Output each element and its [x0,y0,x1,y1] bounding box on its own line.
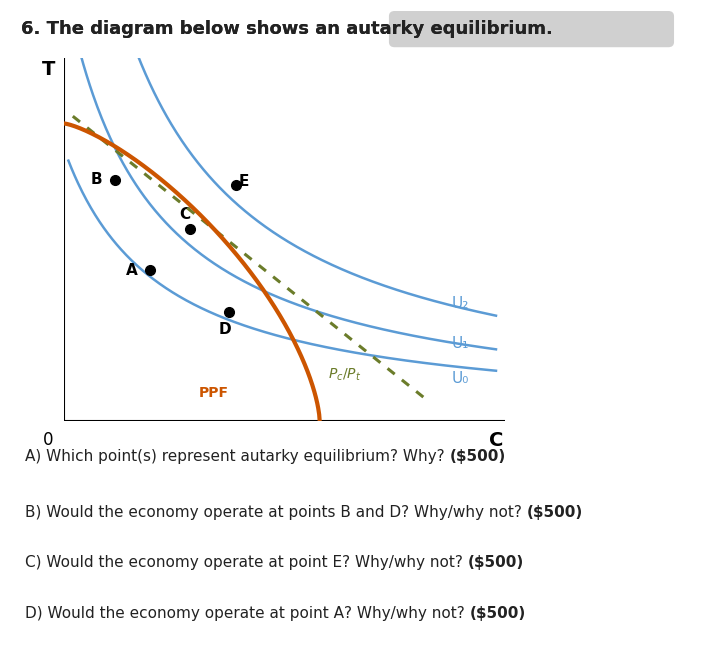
Text: B) Would the economy operate at points B and D? Why/why not?: B) Would the economy operate at points B… [25,505,527,520]
Text: U₁: U₁ [452,336,469,351]
Text: 6. The diagram below shows an autarky equilibrium.: 6. The diagram below shows an autarky eq… [21,20,553,38]
Text: B: B [90,172,102,187]
Text: ($500): ($500) [527,505,583,520]
Text: A) Which point(s) represent autarky equilibrium? Why?: A) Which point(s) represent autarky equi… [25,448,449,464]
Text: C) Would the economy operate at point E? Why/why not?: C) Would the economy operate at point E?… [25,555,468,571]
Text: ($500): ($500) [469,606,525,621]
Text: T: T [42,60,55,78]
Text: C: C [488,431,503,450]
Text: ($500): ($500) [468,555,524,571]
Text: $P_c/P_t$: $P_c/P_t$ [328,367,362,383]
Text: D: D [218,322,231,336]
Text: PPF: PPF [198,386,228,400]
Text: D) Would the economy operate at point A? Why/why not?: D) Would the economy operate at point A?… [25,606,469,621]
Text: A: A [126,263,137,278]
Text: E: E [239,174,249,189]
Text: 6. The diagram below shows an autarky equilibrium.: 6. The diagram below shows an autarky eq… [21,20,553,38]
Text: U₀: U₀ [452,371,469,386]
Text: ($500): ($500) [449,448,506,464]
Text: U₂: U₂ [452,296,469,311]
Text: 0: 0 [43,432,54,450]
Text: C: C [178,207,190,223]
